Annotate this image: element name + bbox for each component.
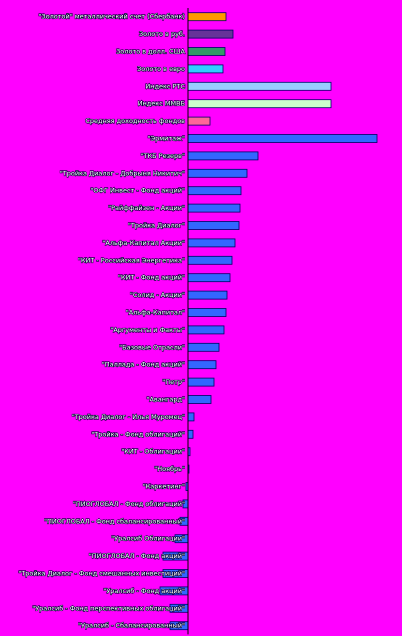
category-label: Средняя доходность фондов bbox=[85, 117, 185, 125]
bar bbox=[187, 255, 233, 265]
bar bbox=[187, 203, 241, 213]
category-label: "Тройка Диалог" bbox=[128, 222, 185, 230]
bar bbox=[187, 412, 195, 422]
category-label: "Солид - Акции" bbox=[130, 291, 185, 299]
bar bbox=[187, 134, 378, 143]
category-label: "КИТ - Облигации" bbox=[121, 448, 185, 456]
bar bbox=[187, 342, 220, 352]
bar bbox=[187, 116, 211, 126]
category-label: "Альфа-Капитал Акции" bbox=[102, 239, 185, 247]
category-label: "Тройка Диалог - Добрыня Никитич" bbox=[60, 169, 185, 177]
bar bbox=[187, 151, 259, 161]
category-label: "Уралсиб - Фонд перспективных облигаций" bbox=[32, 604, 185, 612]
bar bbox=[187, 29, 234, 39]
bar bbox=[187, 290, 228, 300]
bar bbox=[187, 308, 227, 317]
category-label: "Уралсиб - Сбалансированный" bbox=[78, 622, 185, 630]
bar bbox=[187, 99, 332, 109]
category-label: "Райффайзен - Акции" bbox=[108, 204, 185, 212]
category-label: "Ноябрь" bbox=[154, 465, 185, 473]
bar bbox=[187, 12, 227, 22]
category-label: "ПИОГЛОБАЛ - Фонд облигаций" bbox=[73, 500, 185, 508]
bar bbox=[187, 395, 212, 404]
category-label: "КИТ - Российская Энергетика" bbox=[78, 256, 185, 264]
category-label: "Авангард" bbox=[146, 396, 185, 404]
category-label: Индекс РТС bbox=[145, 82, 185, 90]
category-label: "Каркетинг" bbox=[143, 483, 185, 491]
bar bbox=[187, 168, 248, 178]
bar bbox=[187, 273, 231, 283]
category-label: "ОФГ Инвест - Фонд акций" bbox=[90, 187, 185, 195]
category-label: Индекс ММВБ bbox=[138, 100, 185, 108]
category-label: "Альфа-Капитал" bbox=[126, 309, 185, 317]
category-label: "ПИОГЛОБАЛ - Фонд сбалансированный" bbox=[44, 517, 185, 525]
category-label: "ТКБ Резерв" bbox=[141, 152, 185, 160]
category-label: "Тройка Диалог - Фонд смешанных инвестиц… bbox=[18, 570, 185, 578]
category-label: Золото в евро bbox=[137, 65, 185, 73]
category-label: "Тройка Диалог - Илья Муромец" bbox=[72, 413, 185, 421]
bar bbox=[187, 325, 225, 335]
category-label: "Эрмитаж" bbox=[148, 135, 185, 143]
category-label: Золото в долл. США bbox=[116, 48, 185, 56]
category-label: "Аргументы и Факты" bbox=[110, 326, 185, 334]
category-label: "Золотой" металлический счет (Сбербанк) bbox=[38, 13, 185, 21]
bar bbox=[187, 64, 224, 74]
category-label: "ПИОГЛОБАЛ - Фонд акций" bbox=[89, 552, 185, 560]
category-label: "Уралсиб - Фонд акций" bbox=[103, 587, 185, 595]
category-label: "Уралсиб Облигации" bbox=[111, 535, 185, 543]
bar bbox=[187, 47, 226, 56]
category-label: "КИТ - Фонд акций" bbox=[118, 274, 185, 282]
category-label: "Базовые Отрасли" bbox=[119, 343, 185, 351]
category-label: "Петр" bbox=[162, 378, 185, 386]
bar bbox=[187, 186, 242, 196]
bar bbox=[187, 221, 240, 230]
bar bbox=[187, 360, 217, 370]
bar bbox=[187, 429, 194, 439]
category-label: Золото в руб. bbox=[139, 30, 185, 38]
bar bbox=[187, 238, 236, 248]
bar bbox=[187, 81, 332, 91]
category-label: "Тройка - Фонд облигаций" bbox=[91, 430, 185, 438]
bar bbox=[187, 377, 215, 387]
category-label: "Паллада - Фонд акций" bbox=[102, 361, 185, 369]
